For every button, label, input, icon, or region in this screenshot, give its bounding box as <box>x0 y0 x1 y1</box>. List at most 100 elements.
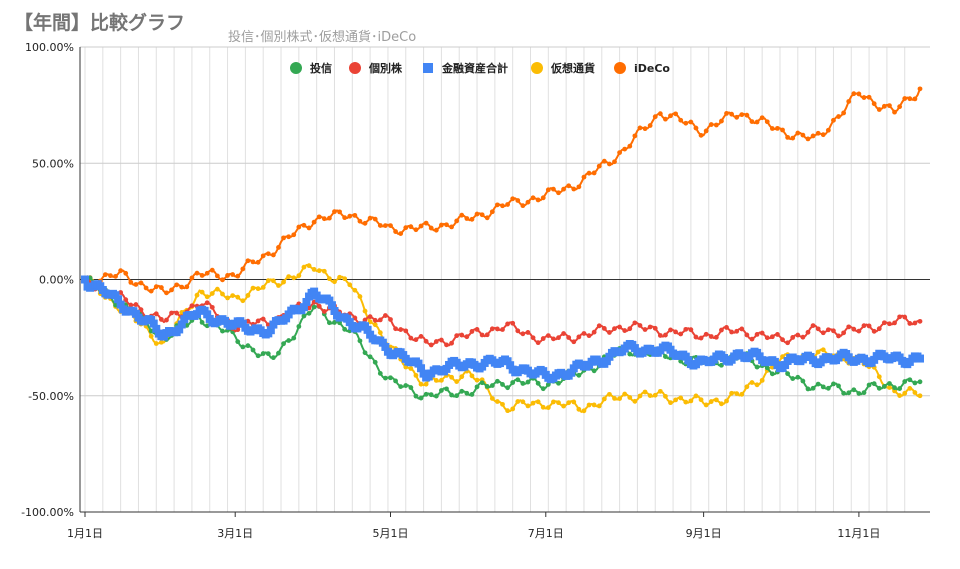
series-point <box>403 225 409 231</box>
series-point <box>601 396 607 402</box>
series-point <box>591 170 597 176</box>
series-point <box>846 324 852 330</box>
series-point <box>408 224 414 230</box>
series-point <box>632 133 638 139</box>
series-point <box>576 334 582 340</box>
series-point <box>749 119 755 124</box>
series-point <box>713 397 719 403</box>
series-point <box>332 209 337 215</box>
series-point <box>449 224 454 230</box>
series-point <box>887 381 892 386</box>
series-point <box>153 284 159 290</box>
series-point <box>454 379 460 384</box>
series-point <box>372 322 378 328</box>
series-point <box>408 385 414 390</box>
series-point <box>693 125 699 131</box>
series-point <box>866 94 872 100</box>
series-point <box>382 313 388 318</box>
series-point <box>291 275 297 281</box>
series-point <box>515 399 521 404</box>
series-point <box>459 332 465 338</box>
series-point <box>505 202 510 207</box>
series-point <box>203 310 212 319</box>
series-point <box>362 220 368 226</box>
legend-label: 仮想通貨 <box>550 61 595 75</box>
series-point <box>102 272 108 278</box>
series-point <box>647 393 653 398</box>
series-point <box>413 337 419 343</box>
series-point <box>800 132 806 138</box>
series-point <box>917 318 923 324</box>
series-point <box>357 338 363 344</box>
series-point <box>357 294 363 299</box>
series-point <box>781 361 790 370</box>
series-point <box>596 323 602 329</box>
series-point <box>449 340 454 346</box>
series-point <box>326 215 332 221</box>
series-point <box>214 286 220 292</box>
series-point <box>749 380 755 385</box>
series-point <box>337 209 342 215</box>
series-point <box>795 332 801 338</box>
series-point <box>627 326 633 332</box>
series-point <box>316 214 322 220</box>
series-point <box>668 327 673 333</box>
legend-marker-circle <box>614 62 626 74</box>
series-point <box>688 119 694 125</box>
series-point <box>342 326 348 332</box>
series-point <box>372 317 378 323</box>
series-point <box>174 310 180 316</box>
series-point <box>916 354 924 363</box>
series-point <box>556 400 561 406</box>
series-point <box>805 386 811 392</box>
series-point <box>301 222 307 228</box>
series-point <box>281 235 286 241</box>
series-point <box>118 268 124 274</box>
series-point <box>881 384 887 389</box>
series-point <box>657 111 663 117</box>
series-point <box>663 393 668 399</box>
series-point <box>220 277 225 283</box>
series-point <box>581 331 587 336</box>
series-point <box>286 234 292 240</box>
series-point <box>652 114 658 120</box>
series-point <box>113 273 118 279</box>
series-point <box>296 273 302 279</box>
series-point <box>601 158 607 164</box>
series-point <box>678 117 684 123</box>
series-point <box>708 122 714 127</box>
series-point <box>825 385 831 391</box>
series-point <box>398 327 404 332</box>
series-point <box>759 330 765 336</box>
series-point <box>382 375 388 381</box>
series-point <box>571 339 577 345</box>
series-point <box>561 186 566 192</box>
series-point <box>678 395 684 401</box>
series-point <box>657 388 663 394</box>
series-point <box>744 332 750 338</box>
y-tick-label: -100.00% <box>21 506 74 519</box>
series-point <box>703 402 709 408</box>
series-point <box>423 381 429 387</box>
series-point <box>128 279 134 285</box>
series-point <box>668 400 673 406</box>
series-point <box>245 343 251 349</box>
series-point <box>433 393 439 399</box>
series-point <box>576 406 582 412</box>
series-point <box>581 408 587 414</box>
series-point <box>377 371 383 376</box>
legend-marker-circle <box>290 62 302 74</box>
series-point <box>230 272 236 277</box>
series-point <box>841 330 847 336</box>
series-point <box>652 325 658 331</box>
legend-label: iDeCo <box>634 62 670 75</box>
series-point <box>291 232 297 238</box>
series-point <box>474 377 480 383</box>
series-point <box>815 326 821 332</box>
series-point <box>484 384 490 389</box>
series-point <box>876 374 882 380</box>
y-axis: 100.00% 50.00% 0.00% -50.00% -100.00% <box>21 41 74 519</box>
series-point <box>500 382 505 387</box>
series-point <box>663 332 668 338</box>
series-point <box>820 330 826 336</box>
